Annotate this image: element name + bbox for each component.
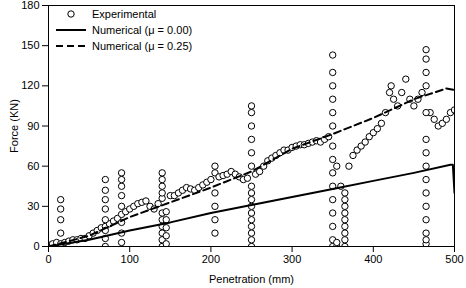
svg-text:300: 300	[283, 253, 301, 265]
svg-text:120: 120	[21, 79, 39, 91]
svg-text:400: 400	[364, 253, 382, 265]
svg-text:0: 0	[45, 253, 51, 265]
html-text:Numerical (μ = 0.00): Numerical (μ = 0.00)	[92, 24, 193, 36]
svg-text:30: 30	[27, 200, 39, 212]
svg-text:90: 90	[27, 120, 39, 132]
svg-text:60: 60	[27, 160, 39, 172]
svg-text:200: 200	[202, 253, 220, 265]
svg-text:500: 500	[445, 253, 463, 265]
svg-text:100: 100	[121, 253, 139, 265]
svg-text:Penetration (mm): Penetration (mm)	[209, 273, 294, 285]
svg-text:150: 150	[21, 39, 39, 51]
html-text:Numerical (μ = 0.25): Numerical (μ = 0.25)	[92, 40, 193, 52]
svg-text:0: 0	[33, 240, 39, 252]
svg-text:180: 180	[21, 0, 39, 11]
svg-text:Force (KN): Force (KN)	[8, 99, 20, 153]
html-text:Experimental: Experimental	[92, 8, 157, 20]
